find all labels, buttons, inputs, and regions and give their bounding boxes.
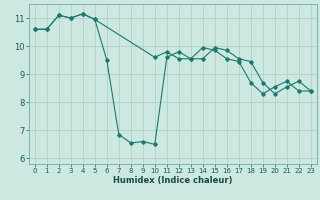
X-axis label: Humidex (Indice chaleur): Humidex (Indice chaleur) [113,176,233,185]
